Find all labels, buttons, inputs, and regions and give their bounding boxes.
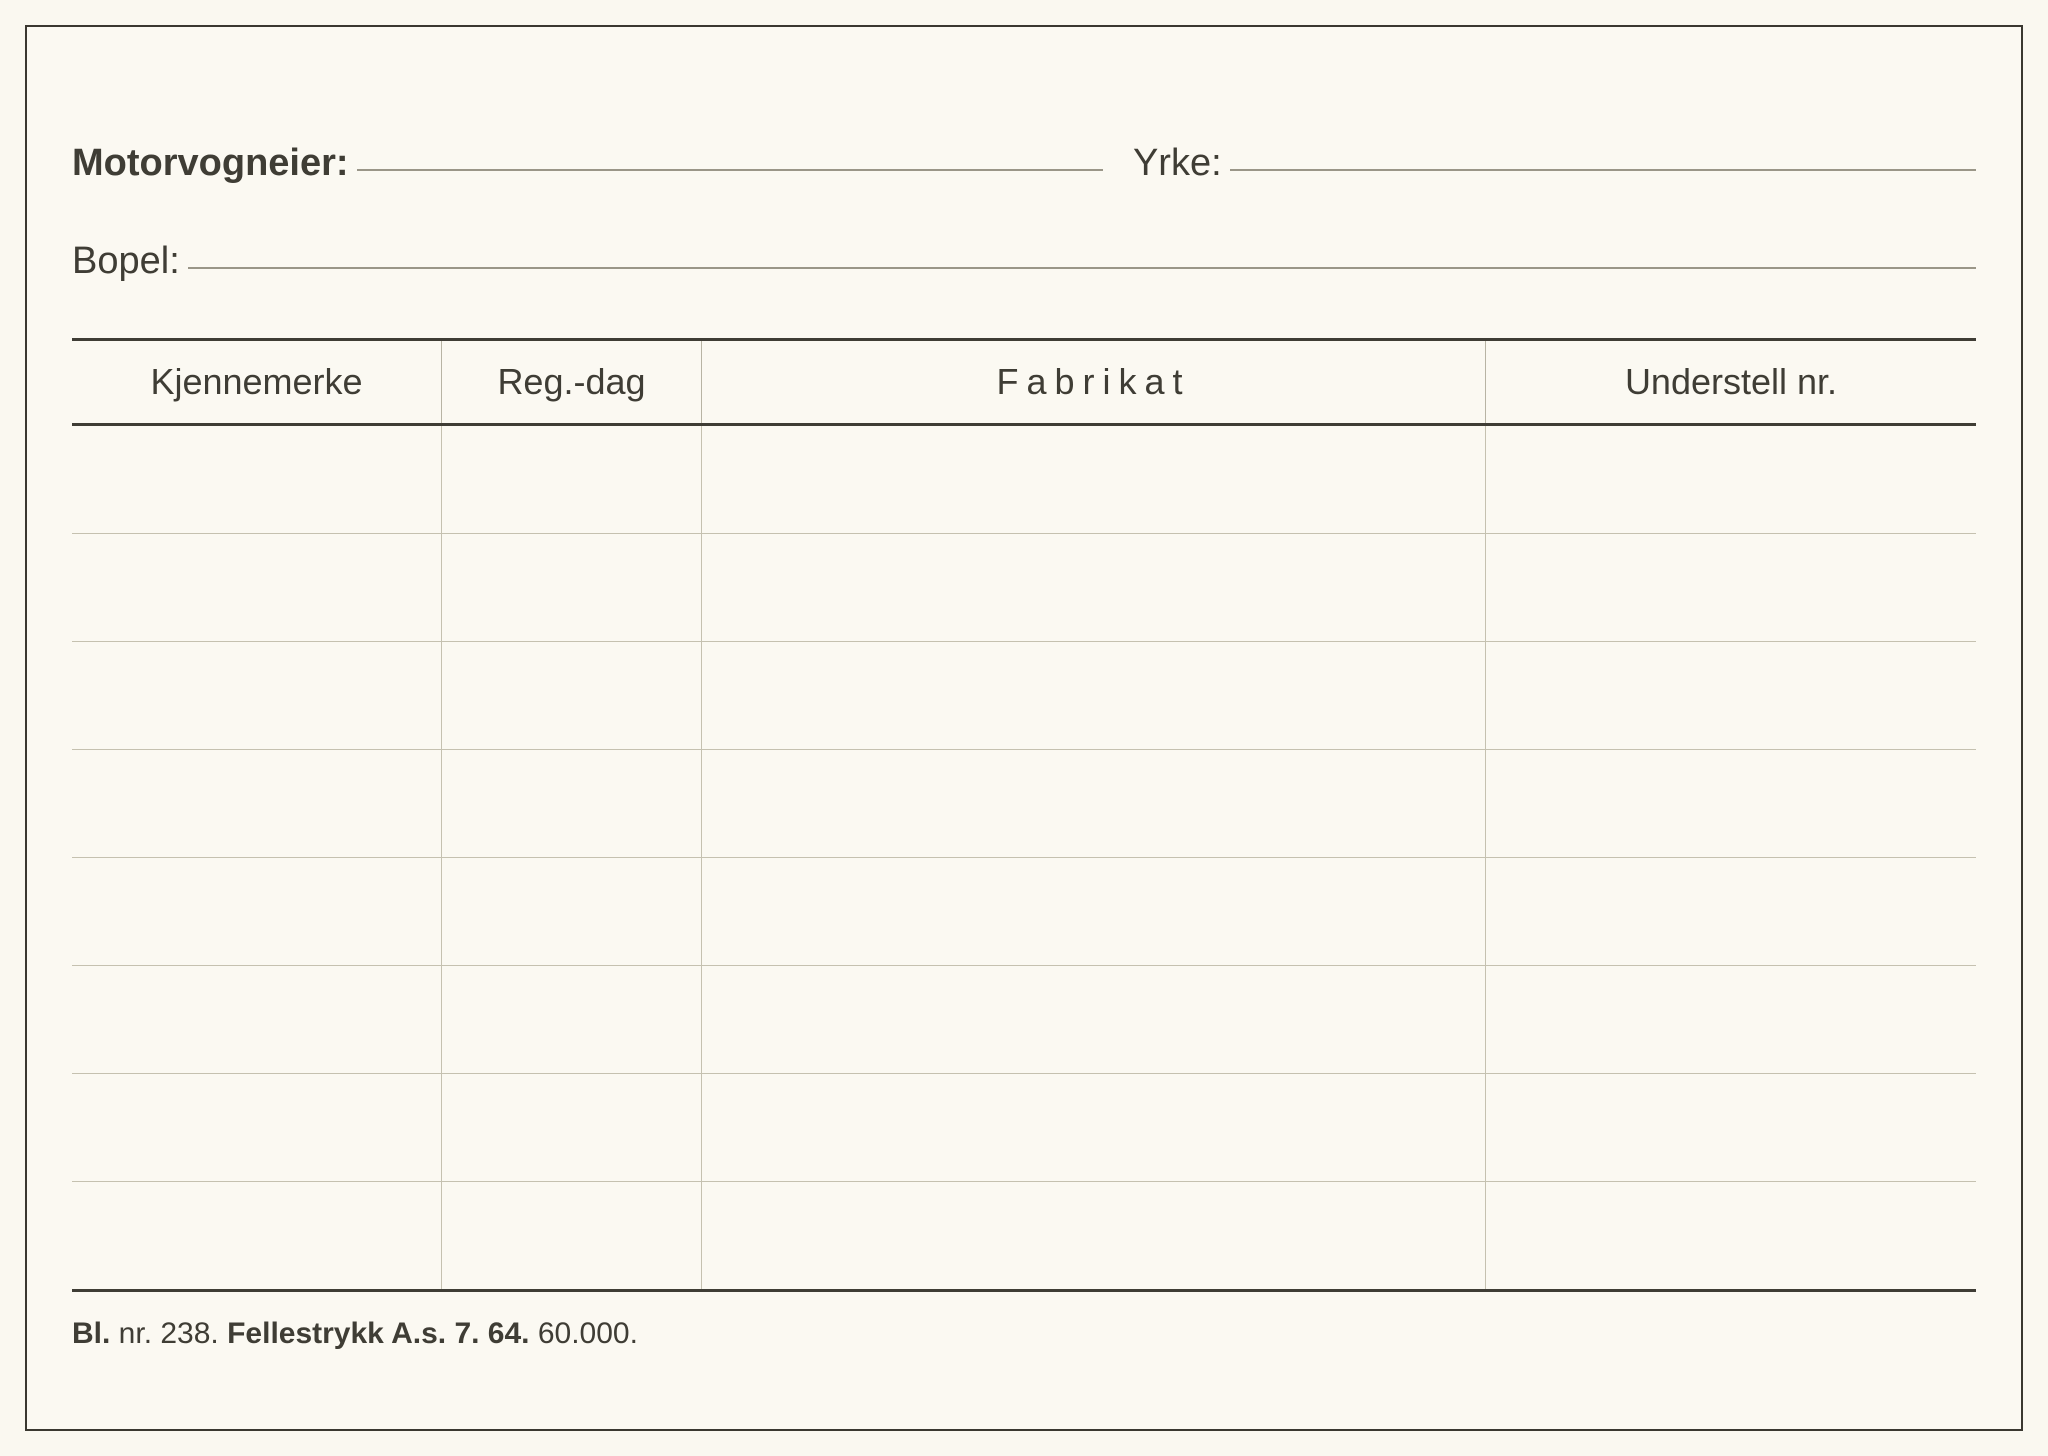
footer-qty: 60.000. — [530, 1317, 638, 1350]
cell-kjennemerke — [72, 534, 442, 641]
cell-regdag — [442, 534, 702, 641]
cell-kjennemerke — [72, 966, 442, 1073]
cell-fabrikat — [702, 534, 1486, 641]
table-row — [72, 858, 1976, 966]
cell-understell — [1486, 642, 1976, 749]
table-row — [72, 1182, 1976, 1290]
col-header-understell: Understell nr. — [1486, 341, 1976, 423]
cell-regdag — [442, 642, 702, 749]
cell-regdag — [442, 750, 702, 857]
profession-value-line — [1230, 169, 1976, 171]
residence-value-line — [188, 267, 1976, 269]
cell-fabrikat — [702, 1182, 1486, 1289]
cell-understell — [1486, 858, 1976, 965]
table-row — [72, 534, 1976, 642]
cell-regdag — [442, 1074, 702, 1181]
owner-label: Motorvogneier: — [72, 142, 349, 185]
cell-kjennemerke — [72, 1182, 442, 1289]
table-header: Kjennemerke Reg.-dag Fabrikat Understell… — [72, 341, 1976, 426]
cell-understell — [1486, 534, 1976, 641]
residence-row: Bopel: — [72, 240, 1976, 283]
cell-regdag — [442, 426, 702, 533]
cell-fabrikat — [702, 1074, 1486, 1181]
cell-understell — [1486, 1074, 1976, 1181]
cell-regdag — [442, 1182, 702, 1289]
footer-nr: nr. 238. — [110, 1317, 227, 1350]
cell-fabrikat — [702, 426, 1486, 533]
residence-label: Bopel: — [72, 240, 180, 283]
table-row — [72, 750, 1976, 858]
profession-label: Yrke: — [1133, 142, 1222, 185]
footer-bl: Bl. — [72, 1317, 110, 1350]
cell-understell — [1486, 966, 1976, 1073]
cell-understell — [1486, 426, 1976, 533]
vehicle-table: Kjennemerke Reg.-dag Fabrikat Understell… — [72, 338, 1976, 1292]
cell-kjennemerke — [72, 1074, 442, 1181]
cell-kjennemerke — [72, 750, 442, 857]
table-row — [72, 1074, 1976, 1182]
owner-value-line — [357, 169, 1103, 171]
table-row — [72, 426, 1976, 534]
form-footer: Bl. nr. 238. Fellestrykk A.s. 7. 64. 60.… — [72, 1317, 1976, 1351]
col-header-regdag: Reg.-dag — [442, 341, 702, 423]
table-body — [72, 426, 1976, 1290]
registration-card: Motorvogneier: Yrke: Bopel: Kjennemerke … — [25, 25, 2023, 1431]
owner-row: Motorvogneier: Yrke: — [72, 142, 1976, 185]
table-row — [72, 966, 1976, 1074]
cell-regdag — [442, 858, 702, 965]
cell-fabrikat — [702, 858, 1486, 965]
footer-printer: Fellestrykk A.s. 7. 64. — [227, 1317, 529, 1350]
table-bottom-border — [72, 1289, 1976, 1292]
cell-kjennemerke — [72, 858, 442, 965]
cell-fabrikat — [702, 750, 1486, 857]
cell-kjennemerke — [72, 642, 442, 749]
table-row — [72, 642, 1976, 750]
card-inner: Motorvogneier: Yrke: Bopel: Kjennemerke … — [27, 27, 2021, 1381]
cell-kjennemerke — [72, 426, 442, 533]
cell-understell — [1486, 750, 1976, 857]
cell-regdag — [442, 966, 702, 1073]
col-header-fabrikat: Fabrikat — [702, 341, 1486, 423]
cell-understell — [1486, 1182, 1976, 1289]
cell-fabrikat — [702, 966, 1486, 1073]
col-header-kjennemerke: Kjennemerke — [72, 341, 442, 423]
cell-fabrikat — [702, 642, 1486, 749]
